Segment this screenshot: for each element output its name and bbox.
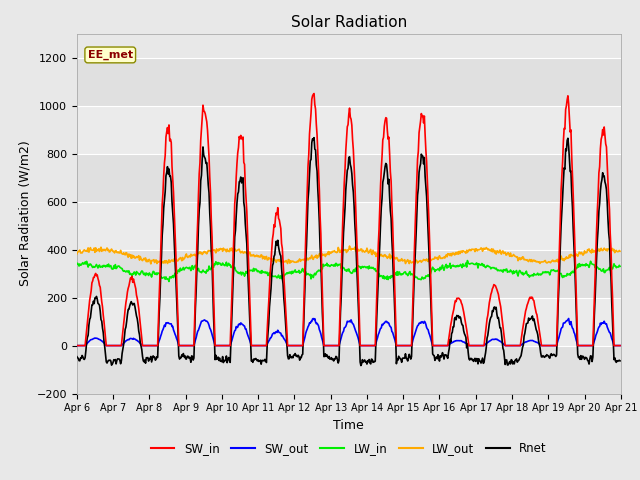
Rnet xyxy=(432,355,440,361)
Rnet xyxy=(73,354,81,360)
LW_out xyxy=(616,248,624,254)
LW_out xyxy=(194,251,202,257)
LW_out xyxy=(73,251,81,257)
Bar xyxy=(77,58,621,106)
Line: SW_out: SW_out xyxy=(77,319,620,346)
LW_in xyxy=(73,261,81,267)
Rnet xyxy=(616,358,624,364)
Rnet xyxy=(139,354,147,360)
LW_in xyxy=(616,264,624,269)
Rnet xyxy=(83,340,90,346)
SW_in xyxy=(139,343,147,348)
Rnet xyxy=(194,249,202,254)
SW_out xyxy=(194,328,202,334)
Legend: SW_in, SW_out, LW_in, LW_out, Rnet: SW_in, SW_out, LW_in, LW_out, Rnet xyxy=(146,437,552,460)
LW_in xyxy=(415,276,423,282)
SW_in xyxy=(616,343,624,348)
Rnet xyxy=(223,353,230,359)
SW_in xyxy=(415,130,423,135)
Text: EE_met: EE_met xyxy=(88,50,133,60)
LW_in xyxy=(139,268,147,274)
LW_in xyxy=(431,269,439,275)
LW_in xyxy=(223,263,231,269)
SW_out xyxy=(73,343,81,348)
LW_out xyxy=(223,249,230,254)
LW_out xyxy=(432,255,440,261)
LW_in xyxy=(165,278,173,284)
LW_in xyxy=(83,258,90,264)
LW_out xyxy=(416,258,424,264)
SW_in xyxy=(223,343,230,348)
SW_in xyxy=(194,219,202,225)
Title: Solar Radiation: Solar Radiation xyxy=(291,15,407,30)
SW_out xyxy=(430,343,438,348)
LW_out xyxy=(139,258,147,264)
LW_in xyxy=(463,258,471,264)
SW_in xyxy=(83,327,90,333)
SW_out xyxy=(223,343,230,348)
LW_in xyxy=(195,265,202,271)
SW_out xyxy=(139,343,147,348)
LW_out xyxy=(83,248,90,253)
SW_out xyxy=(616,343,624,348)
Y-axis label: Solar Radiation (W/m2): Solar Radiation (W/m2) xyxy=(18,141,31,287)
Line: SW_in: SW_in xyxy=(77,94,620,346)
SW_out xyxy=(565,316,573,322)
Bar xyxy=(77,250,621,298)
LW_out xyxy=(411,261,419,267)
Rnet xyxy=(357,363,365,369)
Bar xyxy=(77,106,621,154)
SW_out xyxy=(415,322,422,328)
Bar xyxy=(77,154,621,202)
SW_in xyxy=(431,343,439,348)
Bar xyxy=(77,346,621,394)
LW_out xyxy=(346,243,353,249)
Rnet xyxy=(310,135,318,141)
Rnet xyxy=(416,164,424,170)
X-axis label: Time: Time xyxy=(333,419,364,432)
Line: LW_in: LW_in xyxy=(77,261,620,281)
SW_in xyxy=(73,343,81,348)
Bar xyxy=(77,298,621,346)
SW_in xyxy=(310,91,318,96)
Line: LW_out: LW_out xyxy=(77,246,620,264)
Line: Rnet: Rnet xyxy=(77,138,620,366)
SW_out xyxy=(83,341,90,347)
Bar xyxy=(77,202,621,250)
